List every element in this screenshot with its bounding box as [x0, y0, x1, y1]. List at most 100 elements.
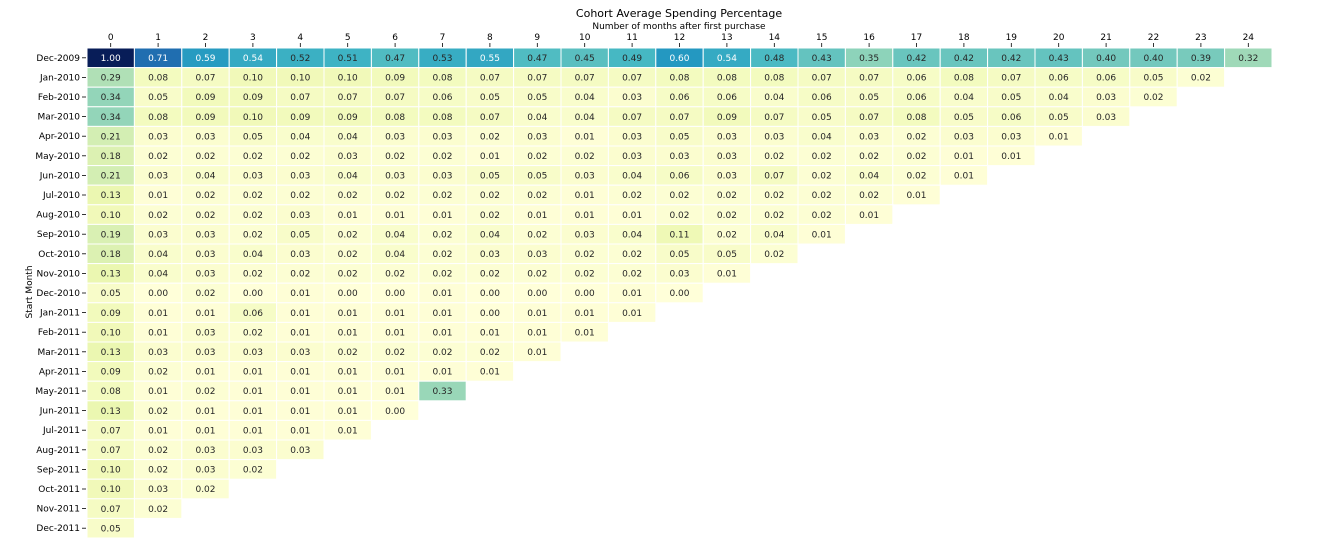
cell-value-label: 0.03: [290, 172, 310, 182]
cell-value-label: 0.07: [622, 113, 642, 123]
x-tick-label: 5: [345, 33, 351, 43]
cell-value-label: 0.03: [622, 132, 642, 142]
cell-value-label: 0.05: [954, 113, 974, 123]
cell-value-label: 0.02: [669, 211, 689, 221]
cell-value-label: 0.01: [195, 368, 215, 378]
cell-value-label: 0.01: [906, 191, 926, 201]
x-tick-label: 10: [579, 33, 591, 43]
cell-value-label: 0.05: [669, 132, 689, 142]
cell-value-label: 0.04: [859, 172, 879, 182]
heatmap-cell: [276, 439, 325, 461]
cell-value-label: 0.21: [101, 172, 121, 182]
heatmap-cell-labels: 1.00 0.71 0.59 0.54 0.52 0.51 0.47 0.53 0.55 0.47…: [101, 54, 1259, 534]
cell-value-label: 0.42: [906, 54, 926, 64]
cell-value-label: 0.02: [717, 230, 737, 240]
cell-value-label: 0.01: [812, 230, 832, 240]
cell-value-label: 0.05: [480, 93, 500, 103]
cell-value-label: 0.02: [385, 348, 405, 358]
cell-value-label: 0.02: [480, 270, 500, 280]
cell-value-label: 0.03: [1096, 113, 1116, 123]
cell-value-label: 0.04: [148, 270, 168, 280]
heatmap-cell: [1129, 86, 1178, 108]
cell-value-label: 0.02: [148, 407, 168, 417]
cell-value-label: 0.08: [148, 74, 168, 84]
heatmap-cell: [844, 204, 894, 225]
cell-value-label: 0.02: [717, 211, 737, 221]
cell-value-label: 0.01: [432, 309, 452, 319]
cell-value-label: 0.07: [575, 74, 595, 84]
cell-value-label: 0.02: [1143, 93, 1163, 103]
cell-value-label: 0.00: [575, 289, 595, 299]
cell-value-label: 0.01: [148, 309, 168, 319]
cell-value-label: 0.02: [148, 505, 168, 515]
cell-value-label: 0.03: [243, 348, 263, 358]
cell-value-label: 0.01: [954, 172, 974, 182]
cell-value-label: 0.02: [527, 270, 547, 280]
cell-value-label: 0.45: [575, 54, 595, 64]
cell-value-label: 0.29: [101, 74, 121, 84]
cell-value-label: 0.02: [290, 191, 310, 201]
cell-value-label: 0.01: [290, 328, 310, 338]
cell-value-label: 0.01: [338, 387, 358, 397]
cell-value-label: 0.01: [527, 348, 547, 358]
cell-value-label: 0.10: [243, 74, 263, 84]
y-tick-label: Jan-2011: [39, 309, 80, 319]
x-tick-label: 21: [1100, 33, 1111, 43]
cell-value-label: 0.08: [432, 113, 452, 123]
cell-value-label: 0.13: [101, 348, 121, 358]
x-tick-label: 23: [1195, 33, 1206, 43]
cell-value-label: 0.03: [575, 230, 595, 240]
cell-value-label: 0.01: [338, 211, 358, 221]
cell-value-label: 0.00: [669, 289, 689, 299]
cell-value-label: 0.21: [101, 132, 121, 142]
cell-value-label: 0.07: [385, 93, 405, 103]
cell-value-label: 0.04: [385, 230, 405, 240]
cell-value-label: 0.05: [1001, 93, 1021, 103]
cell-value-label: 0.01: [290, 407, 310, 417]
y-tick-label: Sep-2010: [37, 230, 80, 240]
y-tick-label: Dec-2010: [36, 289, 80, 299]
cell-value-label: 0.04: [338, 132, 358, 142]
cell-value-label: 0.07: [480, 74, 500, 84]
x-tick-label: 19: [1006, 33, 1018, 43]
cell-value-label: 0.01: [338, 309, 358, 319]
y-tick-label: Aug-2010: [36, 211, 80, 221]
cell-value-label: 0.09: [101, 309, 121, 319]
cell-value-label: 0.09: [717, 113, 737, 123]
cell-value-label: 0.01: [575, 211, 595, 221]
cell-value-label: 0.08: [764, 74, 784, 84]
cell-value-label: 0.09: [243, 93, 263, 103]
cell-value-label: 0.06: [1049, 74, 1069, 84]
x-tick-label: 20: [1053, 33, 1065, 43]
cell-value-label: 0.05: [1049, 113, 1069, 123]
cell-value-label: 0.04: [195, 172, 215, 182]
cell-value-label: 0.02: [812, 172, 832, 182]
cell-value-label: 0.49: [622, 54, 642, 64]
cell-value-label: 0.00: [480, 309, 500, 319]
y-tick-label: Jun-2010: [39, 171, 80, 181]
x-tick-label: 15: [816, 33, 827, 43]
cell-value-label: 0.02: [290, 270, 310, 280]
cell-value-label: 0.03: [1096, 93, 1116, 103]
y-tick-label: Nov-2011: [37, 505, 80, 515]
cell-value-label: 0.02: [148, 446, 168, 456]
cell-value-label: 0.05: [717, 250, 737, 260]
y-tick-label: Apr-2010: [39, 132, 80, 142]
cell-value-label: 0.10: [101, 211, 121, 221]
cell-value-label: 0.02: [764, 250, 784, 260]
cell-value-label: 0.03: [290, 250, 310, 260]
cell-value-label: 0.00: [480, 289, 500, 299]
cell-value-label: 0.01: [385, 328, 405, 338]
cell-value-label: 0.13: [101, 191, 121, 201]
cell-value-label: 0.01: [195, 309, 215, 319]
cell-value-label: 0.43: [812, 54, 832, 64]
cell-value-label: 0.02: [195, 152, 215, 162]
cell-value-label: 0.01: [195, 407, 215, 417]
cell-value-label: 0.00: [243, 289, 263, 299]
cell-value-label: 0.06: [432, 93, 452, 103]
y-tick-label: Aug-2011: [36, 446, 80, 456]
cell-value-label: 0.04: [385, 250, 405, 260]
cell-value-label: 0.33: [432, 387, 452, 397]
cell-value-label: 0.10: [101, 466, 121, 476]
cell-value-label: 0.01: [243, 368, 263, 378]
